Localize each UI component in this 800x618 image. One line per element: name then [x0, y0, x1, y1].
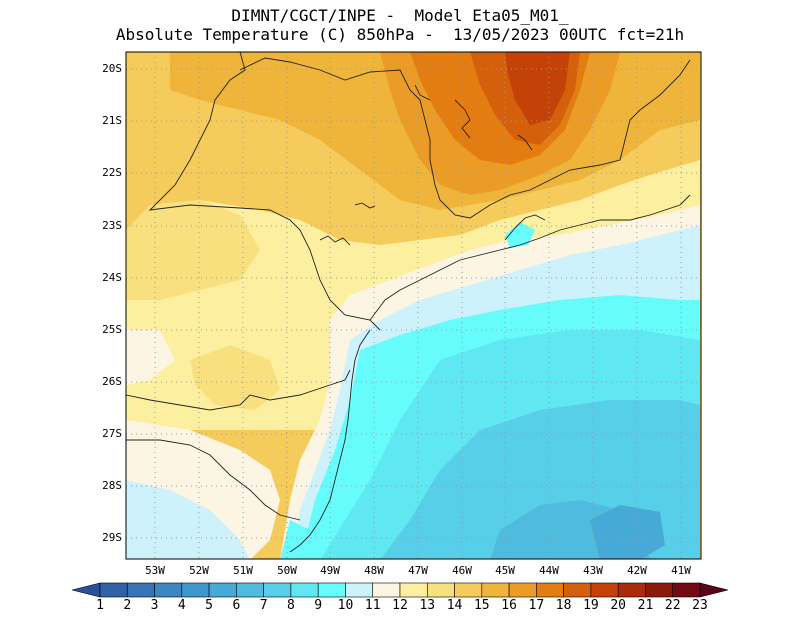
- lon-label: 45W: [495, 564, 515, 577]
- colorbar-label: 7: [259, 598, 268, 613]
- colorbar-label: 22: [664, 598, 681, 613]
- colorbar-segment: [590, 582, 619, 598]
- colorbar-label: 5: [205, 598, 213, 613]
- colorbar-segment: [99, 582, 128, 598]
- colorbar-segment: [236, 582, 264, 598]
- colorbar-segment: [645, 582, 674, 598]
- lon-label: 43W: [583, 564, 603, 577]
- lat-label: 26S: [102, 375, 122, 388]
- colorbar-label: 3: [150, 598, 159, 613]
- colorbar-label: 4: [177, 598, 186, 613]
- lon-label: 46W: [452, 564, 472, 577]
- lat-label: 21S: [102, 114, 122, 127]
- map-frame: [125, 51, 702, 560]
- colorbar-segment: [317, 582, 346, 598]
- colorbar-label: 13: [419, 598, 436, 613]
- colorbar-label: 23: [692, 598, 708, 613]
- colorbar-segment: [208, 582, 237, 598]
- colorbar-segment: [263, 582, 292, 598]
- map-title-line-1: DIMNT/CGCT/INPE - Model Eta05_M01_: [231, 6, 569, 25]
- colorbar-segment: [126, 582, 155, 598]
- lon-label: 42W: [627, 564, 647, 577]
- colorbar-label: 15: [473, 598, 490, 613]
- colorbar-segment: [563, 582, 592, 598]
- colorbar-label: 17: [528, 598, 545, 613]
- lon-label: 52W: [189, 564, 209, 577]
- colorbar-segment: [399, 582, 428, 598]
- lon-label: 47W: [408, 564, 428, 577]
- temperature-field: [126, 52, 701, 559]
- colorbar-segment: [372, 582, 401, 598]
- colorbar-segment: [481, 582, 510, 598]
- colorbar-segment: [426, 582, 455, 598]
- colorbar-label: 8: [286, 598, 295, 613]
- colorbar-label: 20: [610, 598, 626, 613]
- lon-label: 50W: [277, 564, 297, 577]
- colorbar-segment: [508, 582, 537, 598]
- colorbar-segment: [181, 582, 210, 598]
- colorbar-segment: [154, 582, 183, 598]
- colorbar-label: 14: [446, 598, 463, 613]
- colorbar-segment: [536, 582, 564, 598]
- lat-label: 22S: [102, 166, 122, 179]
- colorbar-label: 6: [232, 598, 241, 613]
- lat-label: 29S: [102, 531, 122, 544]
- lat-label: 23S: [102, 219, 122, 232]
- colorbar-label: 16: [501, 598, 517, 613]
- boundaries-and-coastline: [126, 52, 691, 553]
- colorbar-label: 1: [96, 598, 104, 613]
- colorbar-arrow-left: [71, 582, 101, 598]
- lat-label: 28S: [102, 479, 122, 492]
- map-gridlines: [126, 52, 701, 559]
- lat-label: 25S: [102, 323, 122, 336]
- lon-label: 53W: [145, 564, 165, 577]
- colorbar-segment: [454, 582, 483, 598]
- colorbar-label: 11: [364, 598, 381, 613]
- colorbar-label: 12: [392, 598, 408, 613]
- colorbar-segment: [290, 582, 319, 598]
- lon-label: 44W: [539, 564, 559, 577]
- lon-label: 41W: [671, 564, 691, 577]
- colorbar-segment: [672, 582, 701, 598]
- colorbar-segment: [345, 582, 374, 598]
- colorbar-segment: [617, 582, 646, 598]
- lakes: [319, 84, 533, 246]
- colorbar-label: 9: [314, 598, 323, 613]
- colorbar-label: 2: [123, 598, 132, 613]
- lat-label: 27S: [102, 427, 122, 440]
- lat-label: 24S: [102, 271, 122, 284]
- lat-label: 20S: [102, 62, 122, 75]
- colorbar-label: 18: [555, 598, 572, 613]
- colorbar-label: 21: [637, 598, 654, 613]
- colorbar: [71, 582, 729, 598]
- lon-label: 49W: [320, 564, 340, 577]
- lon-label: 51W: [233, 564, 253, 577]
- colorbar-arrow-right: [699, 582, 729, 598]
- lon-label: 48W: [364, 564, 384, 577]
- map-title-line-2: Absolute Temperature (C) 850hPa - 13/05/…: [115, 25, 685, 44]
- colorbar-label: 10: [337, 598, 354, 613]
- colorbar-label: 19: [583, 598, 599, 613]
